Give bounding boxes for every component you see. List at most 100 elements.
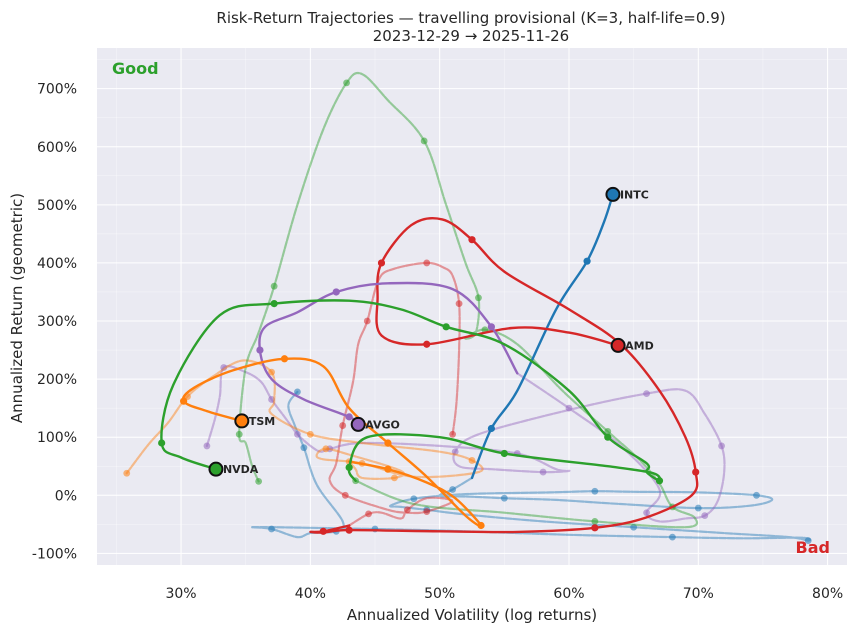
y-tick-label: 500% bbox=[37, 198, 77, 214]
amd-history-point bbox=[341, 491, 349, 499]
avgo-recent-line bbox=[258, 281, 519, 426]
amd-history-point bbox=[339, 422, 347, 429]
tsm-history-point bbox=[268, 368, 275, 376]
avgo-history-point bbox=[539, 468, 547, 476]
nvda-history-point bbox=[420, 137, 428, 145]
amd-recent-point bbox=[591, 524, 599, 532]
intc-end-label: INTC bbox=[620, 188, 649, 201]
nvda-end-label: NVDA bbox=[223, 463, 259, 476]
chart-subtitle: 2023-12-29 → 2025-11-26 bbox=[373, 27, 569, 45]
intc-history-point bbox=[294, 388, 301, 396]
nvda-history-point bbox=[255, 477, 263, 485]
series-intc-recent bbox=[470, 193, 615, 480]
amd-recent-point bbox=[319, 527, 327, 535]
avgo-recent-point bbox=[487, 323, 495, 331]
y-tick-label: 600% bbox=[37, 140, 77, 156]
tsm-history-point bbox=[306, 430, 314, 438]
x-tick-label: 40% bbox=[295, 586, 326, 602]
intc-history-point bbox=[268, 525, 275, 533]
intc-end-marker bbox=[605, 186, 621, 202]
series-nvda-recent bbox=[158, 299, 664, 485]
y-tick-label: 300% bbox=[37, 314, 77, 330]
nvda-recent-point bbox=[604, 433, 612, 441]
y-tick-label: 400% bbox=[37, 256, 77, 272]
avgo-recent-point bbox=[345, 413, 353, 421]
y-axis-label: Annualized Return (geometric) bbox=[8, 193, 26, 423]
tsm-end-label: TSM bbox=[249, 415, 275, 428]
amd-recent-line bbox=[309, 217, 699, 534]
intc-history-point bbox=[500, 494, 508, 502]
series-amd-history bbox=[328, 259, 463, 527]
avgo-history-point bbox=[220, 364, 228, 371]
x-tick-label: 50% bbox=[424, 586, 455, 602]
series-avgo-recent bbox=[256, 281, 519, 426]
amd-history-point bbox=[449, 430, 457, 438]
amd-history-point bbox=[455, 300, 463, 307]
amd-recent-point bbox=[692, 468, 700, 476]
x-tick-label: 60% bbox=[553, 586, 584, 602]
nvda-recent-point bbox=[158, 439, 166, 447]
amd-end-marker bbox=[610, 337, 626, 353]
tsm-recent-point bbox=[280, 355, 289, 363]
amd-history-point bbox=[423, 508, 431, 515]
nvda-history-point bbox=[604, 427, 612, 435]
tsm-recent-point bbox=[384, 439, 392, 447]
amd-history-point bbox=[365, 510, 372, 518]
tsm-recent-line bbox=[181, 357, 483, 528]
intc-history-point bbox=[753, 491, 760, 499]
intc-history-point bbox=[300, 444, 308, 452]
intc-recent-point bbox=[487, 424, 495, 433]
amd-history-point bbox=[363, 317, 371, 325]
amd-recent-point bbox=[468, 236, 476, 244]
avgo-history-point bbox=[268, 396, 275, 403]
nvda-history-point bbox=[591, 518, 599, 525]
good-corner-label: Good bbox=[112, 59, 159, 78]
avgo-history-point bbox=[565, 404, 573, 412]
nvda-recent-point bbox=[345, 463, 353, 472]
intc-recent-point bbox=[583, 257, 591, 265]
nvda-history-point bbox=[235, 430, 243, 438]
avgo-history-point bbox=[718, 442, 725, 450]
nvda-recent-line bbox=[160, 299, 662, 482]
series-layer: INTC AMD AVGO TSM NVDA bbox=[123, 71, 812, 545]
y-tick-label: 100% bbox=[37, 430, 77, 446]
intc-history-point bbox=[449, 486, 457, 493]
plot-area bbox=[97, 48, 847, 565]
tsm-history-point bbox=[391, 474, 398, 482]
intc-history-point bbox=[669, 533, 676, 541]
x-tick-label: 70% bbox=[683, 586, 714, 602]
grid bbox=[97, 48, 847, 565]
intc-history-point bbox=[630, 523, 638, 531]
nvda-history-point bbox=[475, 294, 482, 302]
avgo-history-point bbox=[203, 442, 211, 450]
avgo-end-marker bbox=[350, 416, 366, 432]
y-tick-label: 0% bbox=[55, 488, 77, 504]
nvda-recent-point bbox=[500, 449, 508, 458]
intc-history-line bbox=[251, 390, 812, 542]
amd-history-point bbox=[403, 506, 411, 514]
avgo-end-label: AVGO bbox=[365, 418, 400, 431]
amd-recent-point bbox=[423, 340, 431, 348]
nvda-recent-point bbox=[442, 323, 450, 331]
amd-recent-point bbox=[377, 259, 386, 267]
ticks: 30% 40% 50% 60% 70% 80% -100% 0% 100% 200% 300% 400… bbox=[32, 82, 843, 602]
intc-history-point bbox=[410, 495, 418, 503]
amd-recent-point bbox=[345, 526, 353, 534]
nvda-recent-point bbox=[270, 299, 278, 308]
series-intc-history bbox=[251, 388, 812, 545]
avgo-history-point bbox=[643, 390, 650, 398]
nvda-history-point bbox=[270, 282, 278, 290]
nvda-end-marker bbox=[208, 461, 224, 477]
chart-title: Risk-Return Trajectories — travelling pr… bbox=[216, 9, 725, 27]
tsm-recent-point bbox=[384, 465, 392, 473]
tsm-recent-point bbox=[180, 397, 188, 405]
y-tick-label: 200% bbox=[37, 372, 77, 388]
y-tick-label: -100% bbox=[32, 546, 77, 562]
tsm-history-point bbox=[468, 457, 476, 464]
avgo-history-point bbox=[294, 430, 301, 438]
nvda-recent-point bbox=[655, 477, 664, 485]
x-tick-label: 30% bbox=[165, 586, 196, 602]
avgo-recent-point bbox=[332, 288, 340, 296]
tsm-history-point bbox=[322, 445, 330, 453]
